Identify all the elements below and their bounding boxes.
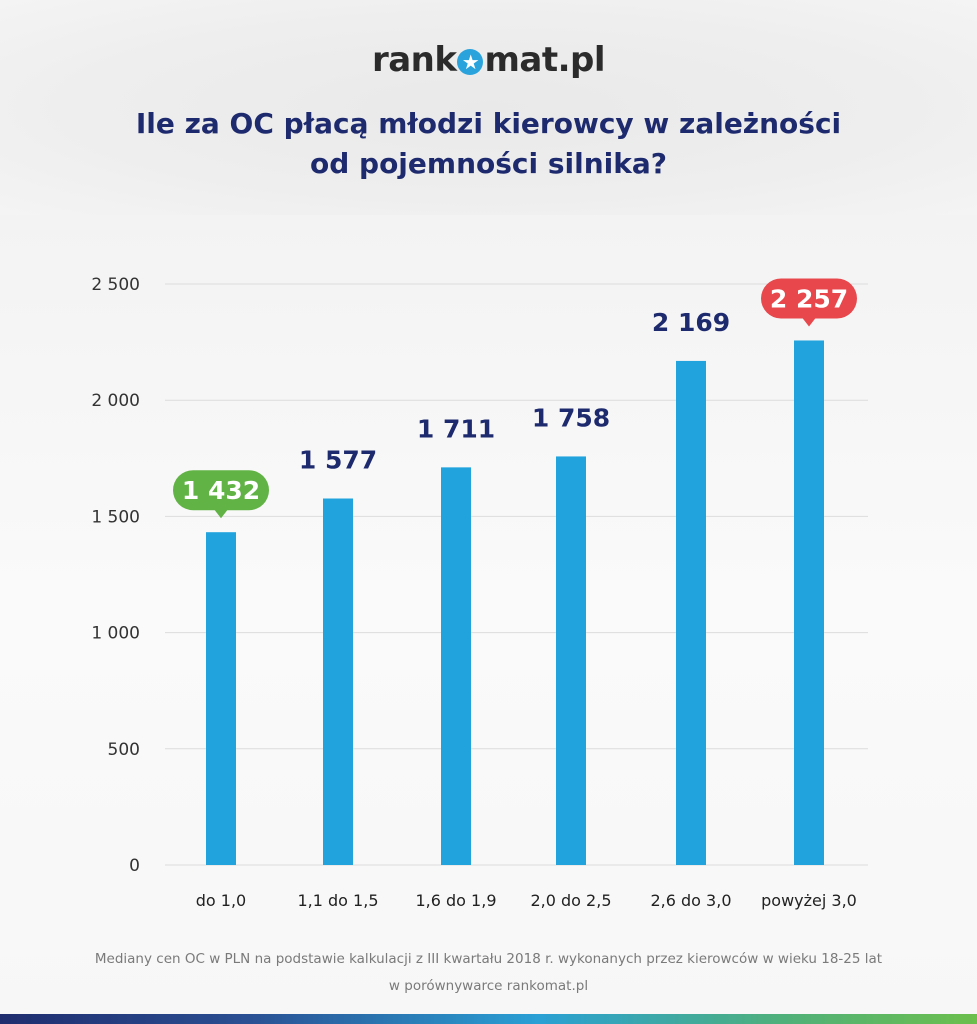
title-line-2: od pojemności silnika? (310, 147, 667, 180)
bottom-gradient-bar (0, 1014, 977, 1024)
x-tick-label: powyżej 3,0 (761, 891, 857, 910)
value-bubble (173, 470, 269, 511)
star-icon: ★ (457, 49, 484, 75)
footer-note: Mediany cen OC w PLN na podstawie kalkul… (0, 946, 977, 1000)
x-tick-label: 1,1 do 1,5 (297, 891, 378, 910)
y-tick-label: 2 500 (91, 275, 140, 295)
bubble-pointer (802, 317, 816, 327)
bar (794, 340, 824, 865)
bar (206, 532, 236, 865)
footer-line-2: w porównywarce rankomat.pl (388, 978, 589, 994)
value-label: 1 577 (299, 446, 377, 475)
bar (556, 456, 586, 865)
value-label: 1 711 (417, 414, 495, 443)
value-bubble (761, 278, 857, 319)
rankomat-logo: rank ★ mat.pl (371, 40, 606, 80)
y-tick-label: 2 000 (91, 391, 140, 411)
y-tick-label: 1 500 (91, 507, 140, 527)
bar (441, 467, 471, 865)
y-tick-label: 0 (129, 856, 140, 876)
header-background (0, 0, 977, 215)
x-tick-label: 1,6 do 1,9 (415, 891, 496, 910)
title-line-1: Ile za OC płacą młodzi kierowcy w zależn… (135, 107, 842, 140)
bar (323, 498, 353, 865)
footer-line-1: Mediany cen OC w PLN na podstawie kalkul… (94, 951, 883, 967)
y-tick-label: 500 (108, 740, 140, 760)
x-tick-label: 2,0 do 2,5 (530, 891, 611, 910)
bubble-pointer (214, 509, 228, 519)
chart-title: Ile za OC płacą młodzi kierowcy w zależn… (0, 104, 977, 184)
x-tick-label: 2,6 do 3,0 (650, 891, 731, 910)
value-label: 1 432 (182, 476, 260, 505)
value-label: 1 758 (532, 403, 610, 432)
bar (676, 360, 706, 865)
x-tick-label: do 1,0 (196, 891, 246, 910)
value-label: 2 257 (770, 284, 848, 313)
y-tick-label: 1 000 (91, 624, 140, 644)
value-label: 2 169 (652, 308, 730, 337)
